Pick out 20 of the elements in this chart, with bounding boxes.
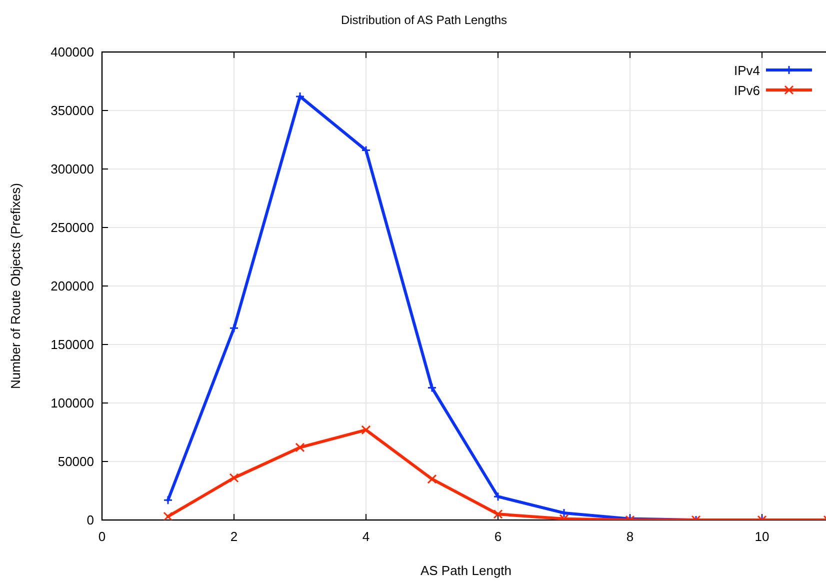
x-tick-label: 8 [626,529,634,544]
legend-label: IPv6 [734,83,760,98]
x-tick-label: 0 [98,529,106,544]
y-tick-label: 300000 [50,162,94,176]
y-tick-label: 200000 [50,278,94,294]
y-axis-title: Number of Route Objects (Prefixes) [8,183,23,389]
chart-title: Distribution of AS Path Lengths [340,13,508,27]
y-tick-label: 150000 [50,337,94,352]
x-tick-label: 2 [230,529,238,544]
y-tick-label: 250000 [50,220,94,235]
y-tick-label: 400000 [50,44,94,60]
x-axis-title: AS Path Length [420,563,512,578]
x-tick-label: 4 [362,529,370,544]
y-tick-label: 0 [86,512,94,528]
y-tick-label: 100000 [50,396,94,410]
x-tick-label: 6 [494,529,502,544]
x-tick-label: 10 [754,529,770,544]
y-tick-label: 350000 [50,103,94,118]
y-tick-label: 50000 [58,454,94,469]
legend-label: IPv4 [734,63,760,78]
